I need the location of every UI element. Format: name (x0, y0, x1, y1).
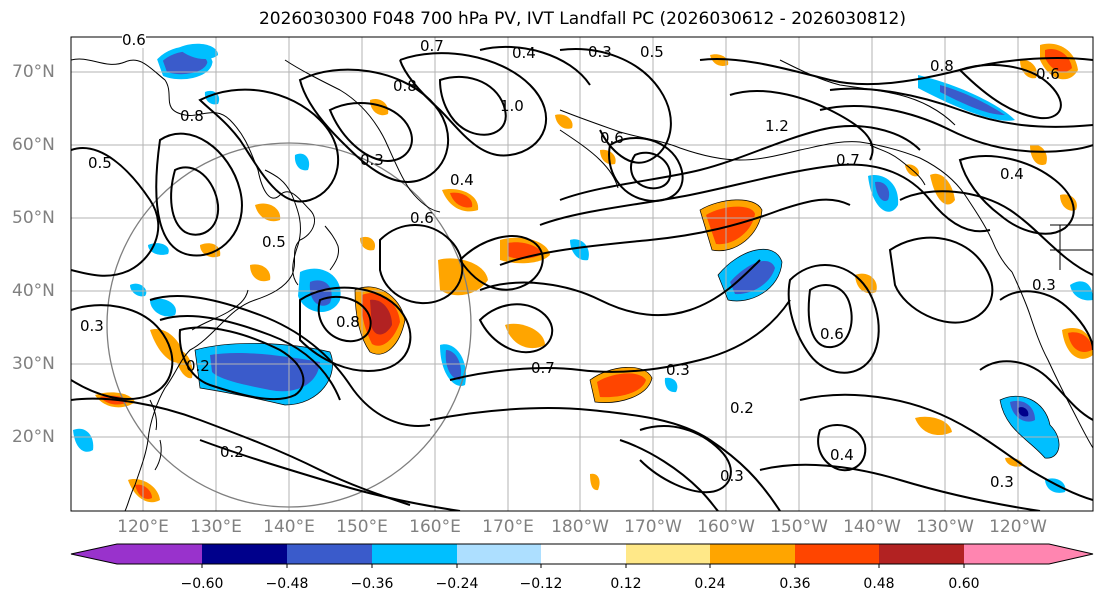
colorbar-tick-label: −0.12 (519, 576, 563, 592)
colorbar-tick-label: −0.24 (435, 576, 479, 592)
lat-label-60n: 60°N (12, 135, 55, 155)
contour-label: 0.3 (1032, 276, 1056, 294)
contour-label: 0.2 (220, 443, 244, 461)
map-title: 2026030300 F048 700 hPa PV, IVT Landfall… (258, 9, 906, 29)
lat-label-70n: 70°N (12, 62, 55, 82)
colorbar-segment-6 (541, 544, 626, 564)
lon-label: 170°E (482, 517, 534, 537)
lat-label-30n: 30°N (12, 354, 55, 374)
lon-label: 170°W (624, 517, 682, 537)
colorbar-segment-11 (964, 544, 1049, 564)
colorbar-tick-label: −0.36 (350, 576, 394, 592)
contour-label: 0.8 (180, 107, 204, 125)
colorbar-tick-label: 0.12 (610, 576, 642, 592)
contour-label: 0.7 (836, 151, 860, 169)
lon-label: 160°E (409, 517, 461, 537)
contour-label: 0.4 (512, 44, 536, 62)
colorbar-segment-3 (287, 544, 372, 564)
lon-label: 120°W (989, 517, 1047, 537)
contour-label: 0.5 (88, 154, 112, 172)
contour-label: 0.3 (990, 473, 1014, 491)
contour-label: 0.8 (393, 77, 417, 95)
colorbar-tick-label: 0.36 (779, 576, 811, 592)
colorbar-tick-label: 0.60 (948, 576, 980, 592)
lon-label: 150°E (336, 517, 388, 537)
colorbar-segment-5 (457, 544, 541, 564)
map-background (71, 37, 1093, 511)
contour-label: 0.4 (1000, 165, 1024, 183)
colorbar-segment-1 (117, 544, 202, 564)
colorbar-segment-4 (372, 544, 457, 564)
range-circle (106, 142, 472, 508)
lon-label: 160°W (697, 517, 755, 537)
lon-label: 180°W (551, 517, 609, 537)
lon-label: 150°W (770, 517, 828, 537)
map-frame (70, 36, 1094, 512)
colorbar-extend-right (1049, 544, 1093, 564)
contour-label: 0.6 (410, 209, 434, 227)
lon-label: 130°W (916, 517, 974, 537)
colorbar-tick-label: −0.60 (180, 576, 224, 592)
contour-label: 1.0 (500, 97, 524, 115)
colorbar-segment-7 (626, 544, 710, 564)
contour-label: 0.7 (420, 37, 444, 55)
contour-label: 0.4 (830, 446, 854, 464)
colorbar-segment-10 (879, 544, 964, 564)
contour-label: 0.4 (450, 171, 474, 189)
contour-label: 0.6 (600, 129, 624, 147)
lat-label-20n: 20°N (12, 427, 55, 447)
contour-label: 0.5 (262, 233, 286, 251)
lon-label: 120°E (117, 517, 169, 537)
colorbar-tick-label: 0.48 (863, 576, 895, 592)
pv-contours (71, 46, 1093, 511)
lon-label: 140°E (263, 517, 315, 537)
contour-label: 0.6 (1036, 65, 1060, 83)
lon-label: 140°W (843, 517, 901, 537)
colorbar (70, 543, 1094, 568)
contour-label: 0.3 (666, 361, 690, 379)
contour-label: 0.3 (720, 467, 744, 485)
contour-label: 0.7 (531, 359, 555, 377)
contour-label: 0.8 (930, 57, 954, 75)
colorbar-segment-8 (710, 544, 795, 564)
colorbar-segment-9 (795, 544, 879, 564)
contour-label: 0.3 (360, 151, 384, 169)
contour-label: 0.6 (820, 325, 844, 343)
contour-label: 0.3 (80, 317, 104, 335)
coastlines (71, 58, 1093, 511)
colorbar-segment-2 (202, 544, 287, 564)
ivt-outlines (194, 199, 1060, 459)
colorbar-extend-left (71, 544, 117, 564)
lon-label: 130°E (190, 517, 242, 537)
contour-label: 0.3 (588, 43, 612, 61)
colorbar-tick-label: 0.24 (694, 576, 726, 592)
contour-label: 0.6 (122, 31, 146, 49)
colorbar-tick-label: −0.48 (265, 576, 309, 592)
contour-label: 1.2 (765, 117, 789, 135)
contour-label: 0.2 (186, 357, 210, 375)
pc-shading (73, 43, 1093, 503)
colorbar-outline (70, 543, 1094, 565)
contour-label: 0.2 (730, 399, 754, 417)
lat-label-50n: 50°N (12, 208, 55, 228)
contour-label: 0.5 (640, 43, 664, 61)
contour-label: 0.8 (336, 313, 360, 331)
lat-label-40n: 40°N (12, 281, 55, 301)
